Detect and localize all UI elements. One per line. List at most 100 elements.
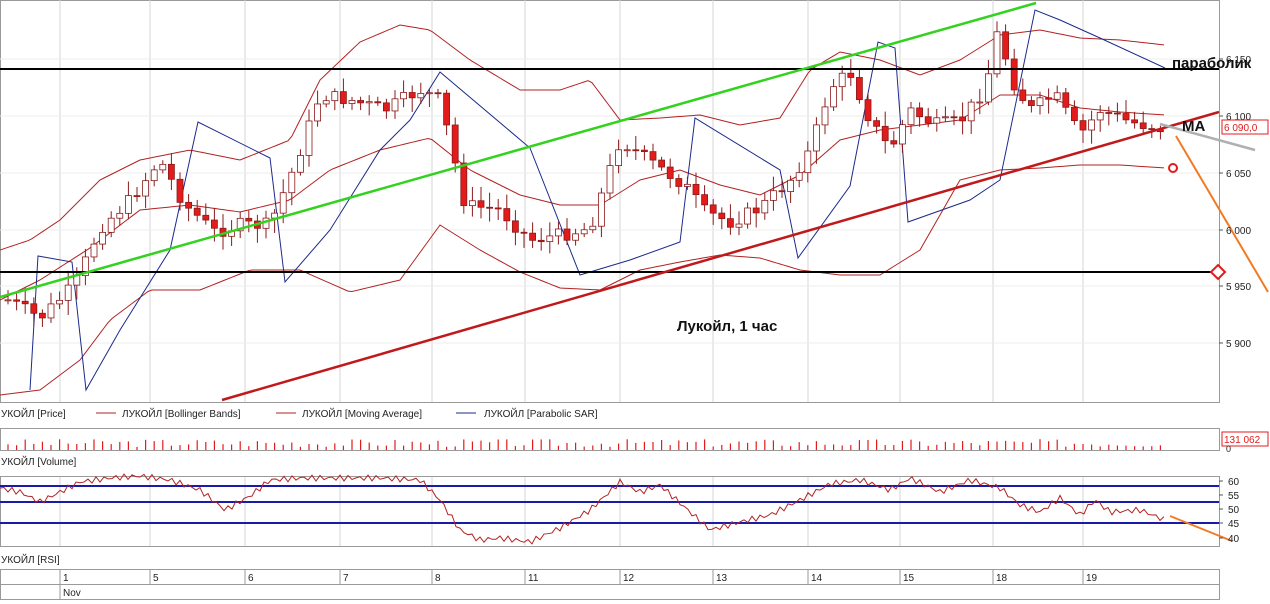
volume-value: 131 062 bbox=[1224, 435, 1261, 446]
legend-price: УКОЙЛ [Price] bbox=[1, 407, 66, 420]
time-axis-labels: 1 5 6 7 8 11 12 13 14 15 18 19 bbox=[59, 570, 1098, 599]
candle-body bbox=[709, 204, 717, 214]
candle-body bbox=[580, 229, 588, 235]
candle-body bbox=[1053, 92, 1061, 100]
rsi-line bbox=[0, 473, 1165, 545]
candle-body bbox=[150, 169, 158, 182]
candle-body bbox=[830, 86, 837, 108]
candle-body bbox=[907, 107, 915, 126]
candle-body bbox=[598, 192, 605, 227]
parabolic-annotation: параболик bbox=[1172, 55, 1252, 72]
day-label: 11 bbox=[528, 573, 539, 584]
candle-body bbox=[985, 73, 992, 103]
price-tick-label: 6 000 bbox=[1226, 226, 1251, 237]
month-label: Nov bbox=[63, 588, 81, 599]
candle-body bbox=[133, 195, 141, 198]
rsi-forecast-line bbox=[1169, 515, 1233, 542]
bollinger-lower-band bbox=[0, 164, 1165, 396]
price-tick-label: 5 950 bbox=[1226, 282, 1251, 293]
candle-body bbox=[1131, 119, 1138, 124]
candle-body bbox=[202, 214, 210, 221]
candle-body bbox=[942, 116, 949, 119]
candle-body bbox=[1036, 97, 1044, 106]
candle-body bbox=[116, 212, 124, 219]
candle-body bbox=[408, 92, 416, 99]
candle-body bbox=[365, 101, 373, 104]
candle-body bbox=[90, 243, 98, 258]
legend-ma: ЛУКОЙЛ [Moving Average] bbox=[302, 407, 422, 420]
candle-body bbox=[615, 149, 622, 166]
candle-body bbox=[821, 106, 829, 126]
candle-body bbox=[658, 159, 665, 168]
day-label: 5 bbox=[153, 573, 159, 584]
candle-body bbox=[374, 101, 382, 104]
candle-body bbox=[993, 31, 1001, 75]
candle-body bbox=[1002, 31, 1009, 60]
rsi-tick-label: 55 bbox=[1228, 491, 1240, 502]
forecast-point-marker bbox=[1168, 163, 1178, 173]
candle-body bbox=[649, 151, 657, 161]
candle-body bbox=[701, 194, 708, 206]
candle-body bbox=[761, 199, 769, 214]
candle-body bbox=[976, 101, 984, 104]
ma-extension-line bbox=[1159, 122, 1256, 152]
candle-body bbox=[107, 217, 115, 233]
candle-body bbox=[288, 171, 296, 194]
candle-body bbox=[520, 231, 528, 234]
candle-body bbox=[924, 116, 932, 124]
legend-bollinger: ЛУКОЙЛ [Bollinger Bands] bbox=[122, 407, 241, 420]
volume-bars bbox=[7, 439, 1162, 450]
candle-body bbox=[770, 190, 777, 201]
candle-body bbox=[1010, 58, 1018, 91]
candle-body bbox=[477, 200, 485, 208]
rsi-label: УКОЙЛ [RSI] bbox=[1, 553, 60, 566]
day-label: 14 bbox=[811, 573, 823, 584]
candle-body bbox=[279, 192, 287, 214]
rsi-panel bbox=[0, 476, 1220, 547]
candle-body bbox=[727, 218, 734, 228]
day-label: 15 bbox=[903, 573, 915, 584]
candle-body bbox=[632, 149, 640, 152]
candle-body bbox=[468, 200, 476, 207]
candle-body bbox=[99, 231, 106, 245]
candle-body bbox=[322, 100, 330, 105]
candle-body bbox=[641, 149, 648, 153]
candle-body bbox=[331, 91, 339, 102]
candle-body bbox=[1114, 112, 1121, 115]
volume-value-box bbox=[1221, 431, 1269, 447]
candle-body bbox=[1148, 128, 1156, 130]
day-label: 18 bbox=[996, 573, 1008, 584]
candle-body bbox=[873, 120, 880, 127]
candle-body bbox=[348, 100, 356, 104]
candle-body bbox=[933, 117, 941, 124]
candle-body bbox=[434, 92, 442, 95]
price-tick-label: 6 050 bbox=[1226, 169, 1251, 180]
volume-zero-label: 0 bbox=[1226, 444, 1231, 454]
candle-body bbox=[1062, 92, 1070, 108]
candle-body bbox=[1071, 106, 1078, 122]
volume-label: УКОЙЛ [Volume] bbox=[1, 455, 77, 468]
day-label: 12 bbox=[623, 573, 635, 584]
level-diamond-marker bbox=[1209, 263, 1227, 281]
candle-body bbox=[486, 206, 494, 209]
candle-body bbox=[555, 228, 562, 237]
last-price-label: 6 090,0 bbox=[1224, 123, 1258, 134]
green-channel-line bbox=[0, 1, 1037, 299]
price-axis: 6 150 6 100 6 050 6 000 5 950 5 900 bbox=[1219, 55, 1251, 350]
rsi-gridlines bbox=[59, 477, 1084, 546]
candle-body bbox=[1079, 120, 1087, 131]
candle-body bbox=[804, 150, 812, 174]
candle-body bbox=[503, 208, 511, 222]
bollinger-upper-band bbox=[0, 24, 1165, 251]
price-tick-label: 6 150 bbox=[1226, 55, 1251, 66]
candle-body bbox=[400, 92, 408, 100]
candle-body bbox=[546, 235, 554, 243]
rsi-tick-label: 50 bbox=[1228, 505, 1240, 516]
candle-body bbox=[589, 225, 597, 231]
candle-body bbox=[382, 102, 390, 112]
day-label: 13 bbox=[716, 573, 728, 584]
candle-body bbox=[1122, 113, 1130, 121]
candle-body bbox=[142, 180, 150, 197]
candle-body bbox=[443, 92, 451, 126]
